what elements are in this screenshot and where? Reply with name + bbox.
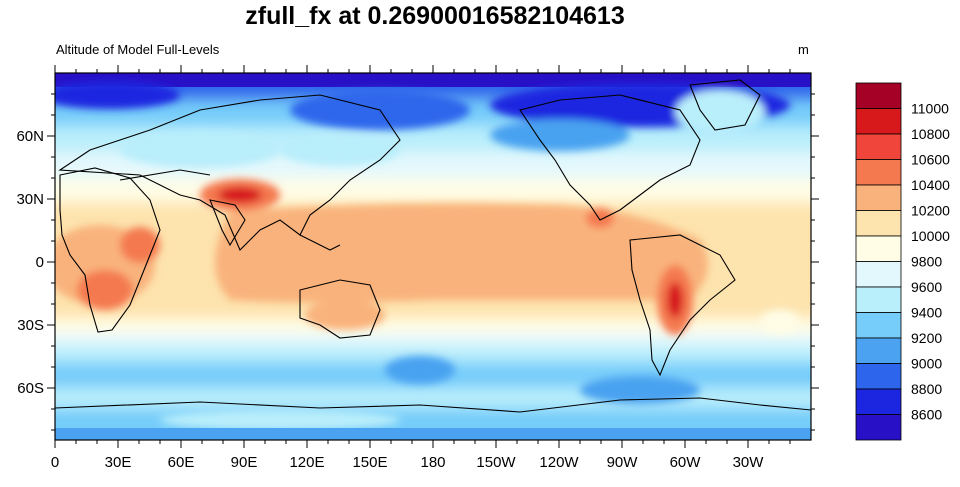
x-tick-label: 30W bbox=[733, 454, 765, 471]
colorbar-level-label: 10000 bbox=[911, 228, 950, 244]
colorbar-swatch bbox=[855, 235, 902, 262]
colorbar-swatch bbox=[855, 363, 902, 390]
colorbar-swatch bbox=[855, 337, 902, 364]
colorbar-swatch bbox=[855, 108, 902, 135]
x-tick-label: 120W bbox=[539, 454, 579, 471]
colorbar-level-label: 10400 bbox=[911, 177, 950, 193]
colorbar-swatch bbox=[855, 388, 902, 415]
map-title: zfull_fx at 0.26900016582104613 bbox=[245, 2, 625, 30]
y-tick-label: 60N bbox=[16, 128, 44, 145]
x-tick-label: 90E bbox=[231, 454, 258, 471]
x-tick-label: 150W bbox=[476, 454, 516, 471]
contour-field bbox=[55, 73, 811, 440]
colorbar-level-label: 9800 bbox=[911, 254, 942, 270]
colorbar-swatch bbox=[855, 133, 902, 160]
colorbar-level-label: 8600 bbox=[911, 407, 942, 423]
colorbar-level-label: 10200 bbox=[911, 203, 950, 219]
y-tick-label: 0 bbox=[36, 254, 44, 271]
colorbar-swatch bbox=[855, 261, 902, 288]
x-tick-label: 90W bbox=[607, 454, 639, 471]
y-tick-label: 30S bbox=[17, 317, 44, 334]
colorbar-level-label: 9000 bbox=[911, 356, 942, 372]
y-axis: 60N 30N 0 30S 60S bbox=[16, 93, 819, 431]
variable-long-name: Altitude of Model Full-Levels bbox=[56, 42, 220, 57]
colorbar-swatch bbox=[855, 312, 902, 339]
y-tick-label: 30N bbox=[16, 191, 44, 208]
x-tick-label: 60W bbox=[670, 454, 702, 471]
colorbar-level-label: 9200 bbox=[911, 330, 942, 346]
colorbar-level-label: 11000 bbox=[911, 101, 949, 117]
colorbar-level-label: 9400 bbox=[911, 305, 942, 321]
y-tick-label: 60S bbox=[17, 380, 44, 397]
x-axis: 0 30E 60E 90E 120E 150E 180 150W 120W 90W 60W 30W bbox=[51, 65, 791, 471]
colorbar-swatch bbox=[855, 414, 902, 441]
colorbar-swatch bbox=[855, 159, 902, 186]
colorbar: 11000 10800 10600 10400 10200 10000 9800 9600 94… bbox=[855, 82, 950, 441]
colorbar-level-label: 10800 bbox=[911, 126, 950, 142]
x-tick-label: 30E bbox=[105, 454, 132, 471]
x-tick-label: 180 bbox=[420, 454, 445, 471]
x-tick-label: 150E bbox=[352, 454, 387, 471]
colorbar-level-label: 9600 bbox=[911, 279, 942, 295]
x-tick-label: 120E bbox=[289, 454, 324, 471]
x-tick-label: 0 bbox=[51, 454, 59, 471]
colorbar-swatch bbox=[855, 210, 902, 237]
colorbar-swatch bbox=[855, 286, 902, 313]
units-label: m bbox=[798, 42, 809, 57]
colorbar-swatch bbox=[855, 184, 902, 211]
coastlines bbox=[55, 79, 811, 413]
colorbar-level-label: 10600 bbox=[911, 152, 950, 168]
colorbar-swatch bbox=[855, 82, 902, 109]
colorbar-level-label: 8800 bbox=[911, 381, 942, 397]
x-tick-label: 60E bbox=[168, 454, 195, 471]
